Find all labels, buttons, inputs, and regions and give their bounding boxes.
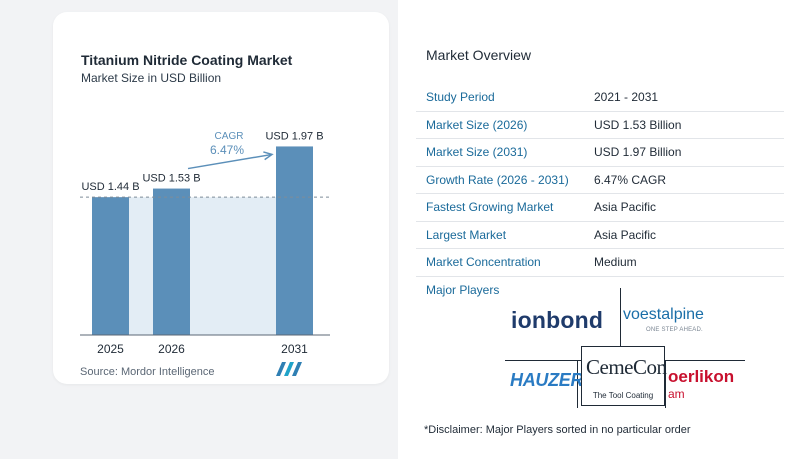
cemecon-wordmark: CemeCon <box>586 355 667 379</box>
overview-row: Study Period 2021 - 2031 <box>416 84 784 112</box>
data-label: USD 1.44 B <box>81 181 139 193</box>
overview-label: Study Period <box>416 84 594 112</box>
overview-row: Largest Market Asia Pacific <box>416 221 784 249</box>
bar <box>276 146 313 335</box>
overview-table: Study Period 2021 - 2031 Market Size (2026… <box>416 84 784 277</box>
overview-label: Growth Rate (2026 - 2031) <box>416 166 594 194</box>
source-note: Source: Mordor Intelligence <box>80 366 215 378</box>
overview-row: Market Concentration Medium <box>416 248 784 277</box>
cemecon-logo: CemeCon The Tool Coating <box>581 346 667 406</box>
overview-value: Asia Pacific <box>594 221 784 249</box>
overview-value: 6.47% CAGR <box>594 166 784 194</box>
bar <box>92 197 129 335</box>
voestalpine-tagline: ONE STEP AHEAD. <box>646 327 703 333</box>
chart-subtitle: Market Size in USD Billion <box>81 71 222 85</box>
overview-title: Market Overview <box>426 47 532 63</box>
ionbond-logo: ionbond <box>511 307 604 333</box>
x-tick-label: 2026 <box>158 342 185 356</box>
overview-row: Market Size (2026) USD 1.53 Billion <box>416 111 784 139</box>
overview-value: Asia Pacific <box>594 193 784 222</box>
overview-label: Market Size (2026) <box>416 111 594 139</box>
disclaimer: *Disclaimer: Major Players sorted in no … <box>424 424 691 436</box>
hauzer-logo: HAUZER <box>510 370 584 390</box>
chart-title: Titanium Nitride Coating Market <box>81 52 293 68</box>
cagr-value: 6.47% <box>210 143 244 157</box>
overview-label: Market Size (2031) <box>416 138 594 167</box>
x-tick-label: 2031 <box>281 342 308 356</box>
overview-label: Market Concentration <box>416 248 594 277</box>
cagr-arrow-head <box>263 151 274 161</box>
cemecon-tagline: The Tool Coating <box>592 391 654 400</box>
cagr-label: CAGR <box>215 131 244 142</box>
bar <box>153 188 190 335</box>
major-players-title: Major Players <box>426 283 500 297</box>
overview-row: Growth Rate (2026 - 2031) 6.47% CAGR <box>416 166 784 194</box>
mordor-logo-icon <box>276 362 302 376</box>
major-players-logos: ionbond voestalpine ONE STEP AHEAD. HAUZ… <box>505 288 755 413</box>
overview-value: USD 1.97 Billion <box>594 138 784 167</box>
overview-row: Market Size (2031) USD 1.97 Billion <box>416 138 784 167</box>
oerlikon-logo: oerlikon <box>668 367 735 386</box>
oerlikon-am-label: am <box>668 387 685 401</box>
overview-row: Fastest Growing Market Asia Pacific <box>416 193 784 222</box>
overview-label: Largest Market <box>416 221 594 249</box>
data-label: USD 1.97 B <box>265 130 323 142</box>
overview-value: 2021 - 2031 <box>594 84 784 112</box>
data-label: USD 1.53 B <box>142 173 200 185</box>
x-tick-label: 2025 <box>97 342 124 356</box>
overview-value: Medium <box>594 248 784 277</box>
cagr-arrow <box>187 153 273 170</box>
voestalpine-logo: voestalpine <box>623 306 704 323</box>
overview-label: Fastest Growing Market <box>416 193 594 222</box>
overview-value: USD 1.53 Billion <box>594 111 784 139</box>
